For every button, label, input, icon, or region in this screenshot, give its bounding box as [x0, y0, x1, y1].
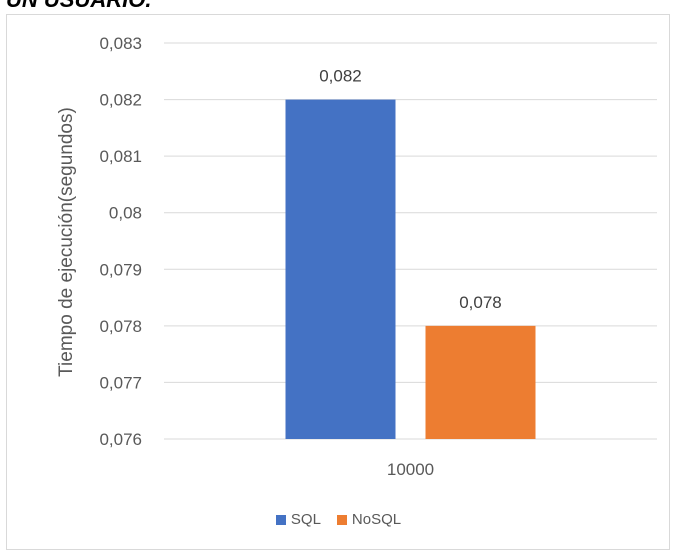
page-title: UN USUARIO.	[6, 0, 151, 13]
y-tick-label: 0,08	[109, 204, 142, 223]
y-tick-label: 0,076	[99, 430, 142, 449]
gridlines	[164, 42, 657, 440]
y-tick-label: 0,077	[99, 373, 142, 392]
data-label: 0,082	[319, 67, 362, 86]
bar-sql	[285, 99, 396, 440]
labels: 0,076 0,077 0,078 0,079 0,08 0,081 0,082 0,083 0…	[99, 34, 501, 479]
data-label: 0,078	[459, 293, 502, 312]
y-tick-label: 0,081	[99, 147, 142, 166]
legend: SQL NoSQL	[0, 511, 677, 528]
legend-swatch	[336, 514, 347, 525]
legend-item-sql: SQL	[275, 511, 321, 528]
legend-swatch	[275, 514, 286, 525]
legend-label: SQL	[290, 511, 321, 528]
bar-nosql	[425, 325, 536, 439]
bars	[285, 99, 536, 440]
y-tick-label: 0,083	[99, 34, 142, 53]
y-tick-label: 0,079	[99, 260, 142, 279]
y-tick-label: 0,078	[99, 317, 142, 336]
legend-label: NoSQL	[351, 511, 402, 528]
y-tick-label: 0,082	[99, 91, 142, 110]
x-tick-label: 10000	[387, 460, 434, 479]
legend-item-nosql: NoSQL	[336, 511, 402, 528]
y-axis-label: Tiempo de ejecución(segundos)	[56, 107, 77, 377]
